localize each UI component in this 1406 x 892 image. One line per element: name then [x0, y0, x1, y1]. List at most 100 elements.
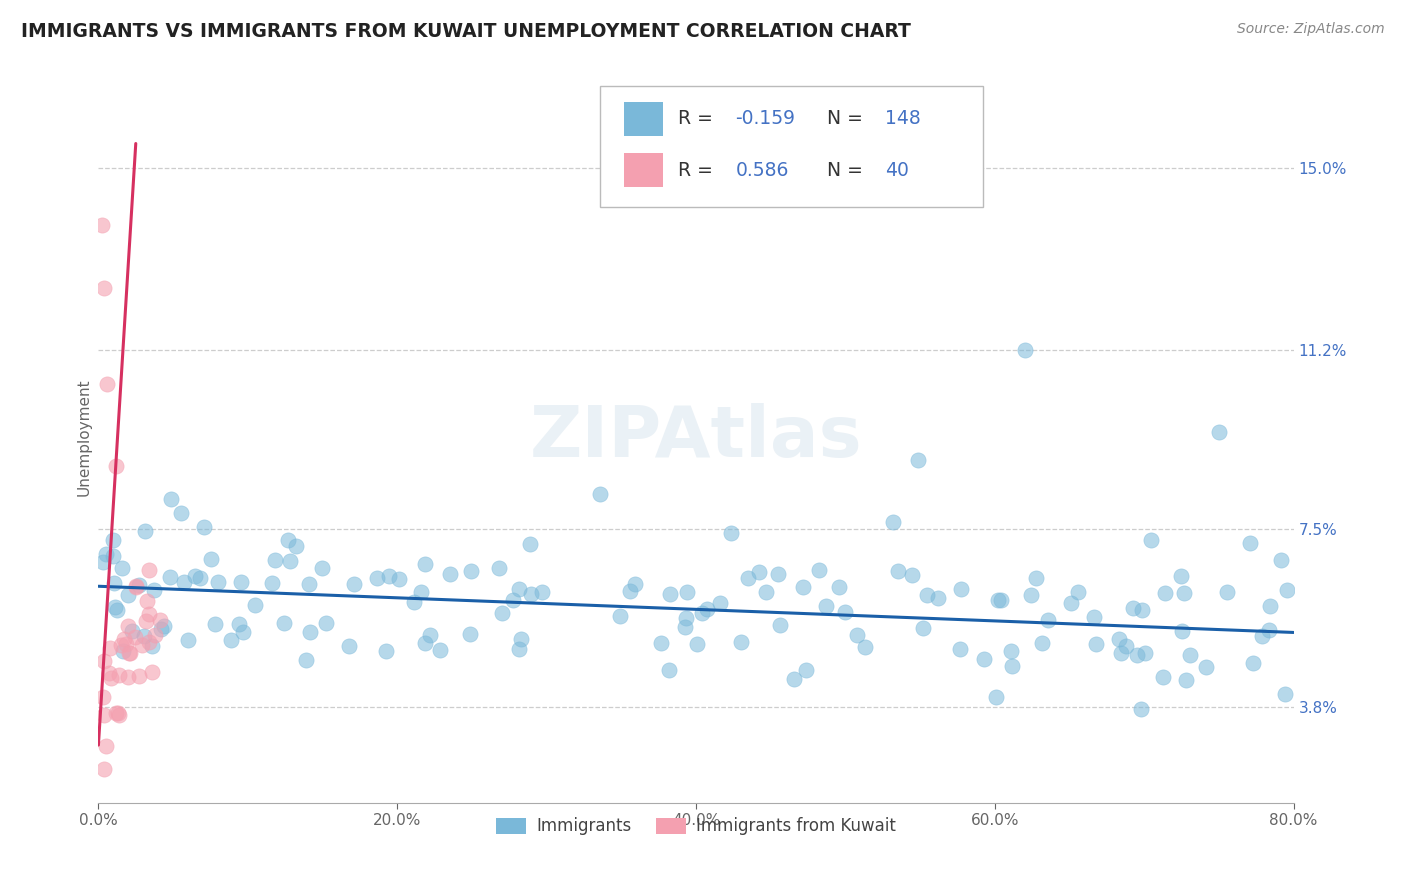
- Text: 40: 40: [884, 161, 908, 179]
- Point: [299, 625, 322, 640]
- Point: [94, 547, 117, 561]
- Point: [100, 671, 122, 685]
- Point: [94, 739, 117, 753]
- Point: [1180, 648, 1202, 662]
- Point: [219, 633, 242, 648]
- Point: [887, 564, 910, 578]
- Point: [460, 565, 482, 579]
- Point: [193, 520, 215, 534]
- Point: [1274, 687, 1296, 701]
- Point: [404, 594, 426, 608]
- Text: Source: ZipAtlas.com: Source: ZipAtlas.com: [1237, 22, 1385, 37]
- Point: [245, 599, 267, 613]
- Point: [907, 453, 929, 467]
- Point: [295, 653, 318, 667]
- Point: [366, 571, 388, 585]
- Point: [232, 624, 254, 639]
- Point: [796, 663, 818, 677]
- Point: [101, 549, 124, 563]
- Point: [519, 536, 541, 550]
- Point: [260, 576, 283, 591]
- Point: [231, 574, 253, 589]
- Text: R =: R =: [678, 161, 718, 179]
- Point: [131, 638, 153, 652]
- Point: [176, 633, 198, 648]
- Point: [782, 672, 804, 686]
- Point: [491, 606, 513, 620]
- Point: [93, 654, 115, 668]
- Point: [986, 690, 1008, 705]
- Point: [98, 666, 121, 681]
- Point: [419, 628, 441, 642]
- Point: [502, 593, 524, 607]
- Point: [124, 630, 146, 644]
- Point: [91, 556, 114, 570]
- Point: [949, 582, 972, 596]
- Point: [1019, 587, 1042, 601]
- Point: [200, 551, 222, 566]
- Point: [1014, 343, 1036, 358]
- Point: [142, 582, 165, 597]
- Point: [388, 572, 411, 586]
- Point: [128, 669, 150, 683]
- Point: [118, 646, 141, 660]
- Text: 0.586: 0.586: [735, 161, 789, 179]
- Point: [93, 762, 115, 776]
- Point: [807, 563, 830, 577]
- Point: [737, 571, 759, 585]
- Point: [141, 639, 163, 653]
- Point: [343, 577, 366, 591]
- Point: [846, 628, 869, 642]
- Point: [141, 665, 163, 679]
- Point: [1152, 669, 1174, 683]
- Point: [658, 587, 681, 601]
- Point: [138, 563, 160, 577]
- Point: [673, 620, 696, 634]
- Point: [589, 487, 612, 501]
- Point: [915, 588, 938, 602]
- Point: [1130, 603, 1153, 617]
- Point: [135, 615, 157, 629]
- Point: [658, 663, 681, 677]
- Point: [170, 506, 193, 520]
- Point: [1195, 660, 1218, 674]
- Point: [1258, 623, 1281, 637]
- FancyBboxPatch shape: [600, 86, 983, 207]
- Point: [1133, 647, 1156, 661]
- Point: [624, 577, 647, 591]
- Point: [111, 561, 134, 575]
- Point: [1170, 569, 1192, 583]
- Point: [990, 593, 1012, 607]
- Point: [1239, 536, 1261, 550]
- Point: [315, 615, 337, 630]
- Text: ZIPAtlas: ZIPAtlas: [530, 402, 862, 472]
- Text: N =: N =: [827, 110, 869, 128]
- Point: [690, 606, 713, 620]
- Point: [91, 219, 114, 233]
- Point: [105, 603, 128, 617]
- Text: IMMIGRANTS VS IMMIGRANTS FROM KUWAIT UNEMPLOYMENT CORRELATION CHART: IMMIGRANTS VS IMMIGRANTS FROM KUWAIT UNE…: [21, 22, 911, 41]
- Point: [509, 632, 531, 646]
- Point: [520, 587, 543, 601]
- Point: [460, 627, 482, 641]
- Point: [264, 553, 287, 567]
- Text: R =: R =: [678, 110, 718, 128]
- Point: [138, 635, 160, 649]
- Point: [93, 281, 115, 295]
- Point: [815, 599, 838, 613]
- Point: [207, 574, 229, 589]
- Point: [107, 706, 129, 720]
- Point: [103, 575, 125, 590]
- Point: [675, 611, 697, 625]
- Point: [117, 619, 139, 633]
- Point: [228, 616, 250, 631]
- Point: [1001, 658, 1024, 673]
- Point: [337, 640, 360, 654]
- Point: [1025, 571, 1047, 585]
- Point: [112, 643, 135, 657]
- Point: [853, 640, 876, 655]
- Point: [1174, 673, 1197, 687]
- Point: [882, 516, 904, 530]
- Point: [409, 585, 432, 599]
- Point: [278, 554, 301, 568]
